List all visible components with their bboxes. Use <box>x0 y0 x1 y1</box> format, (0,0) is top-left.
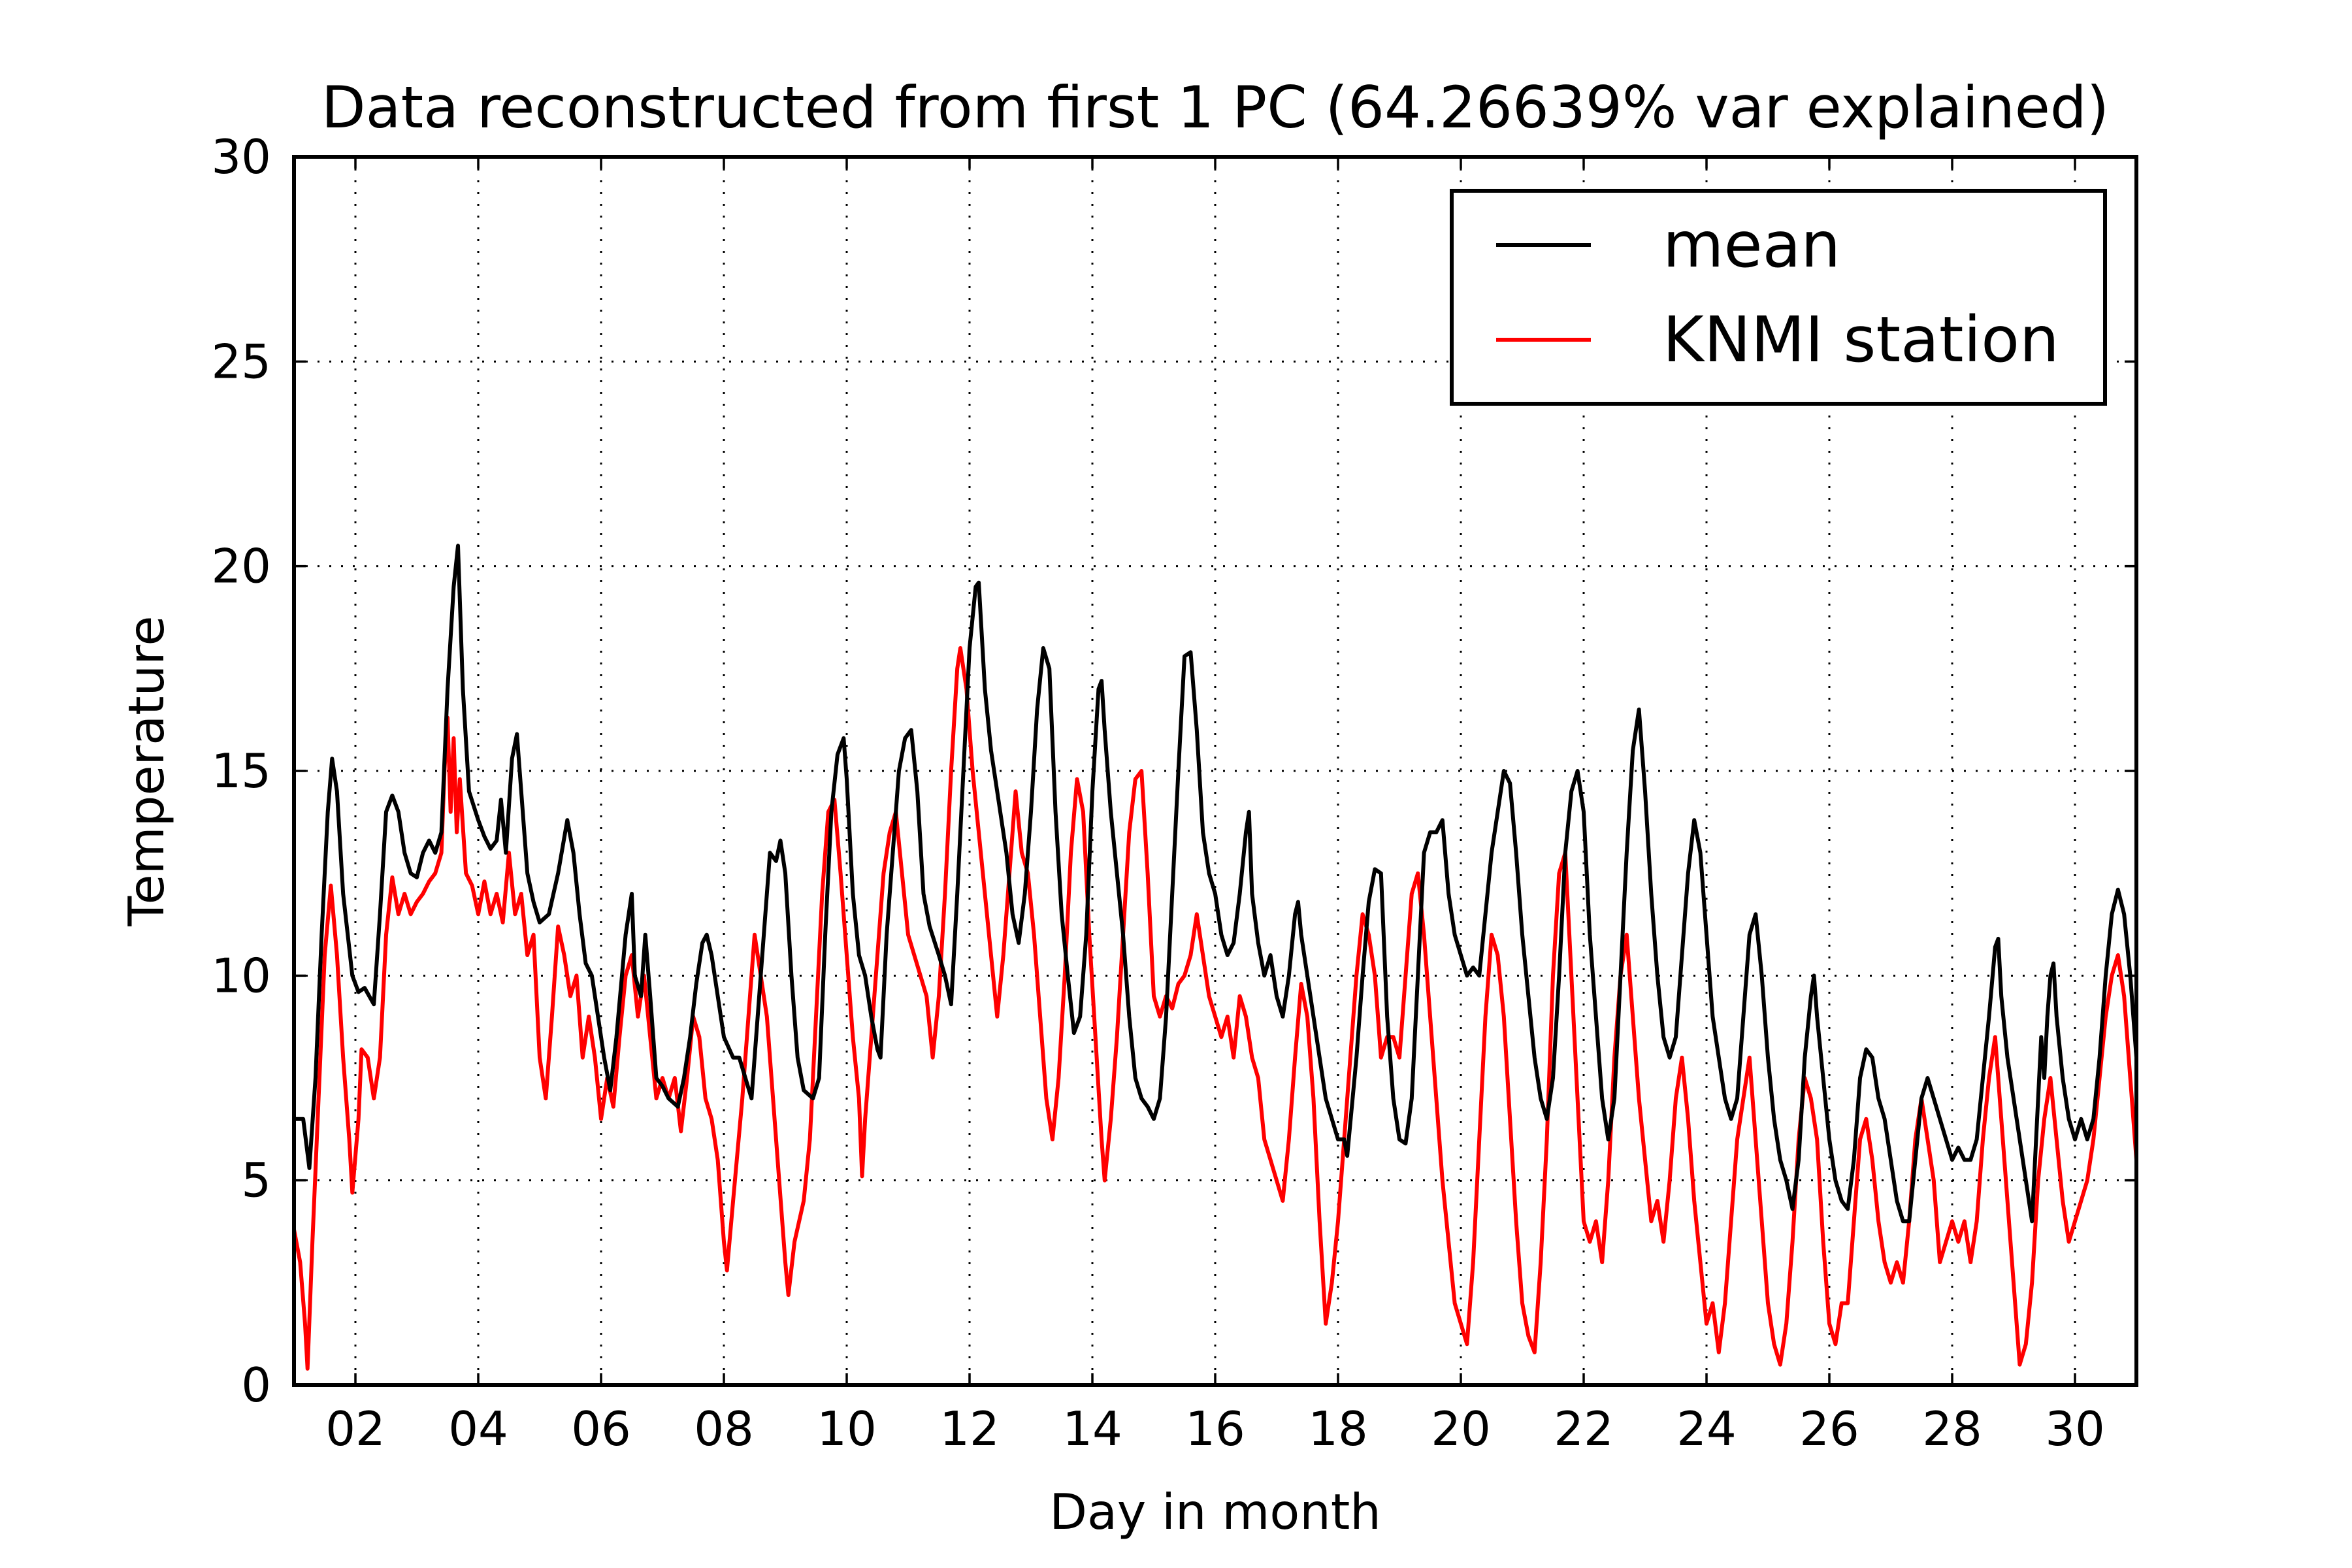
x-tick-label: 20 <box>1431 1401 1491 1456</box>
y-tick-label: 0 <box>241 1358 271 1413</box>
x-tick-label: 18 <box>1308 1401 1368 1456</box>
y-tick-label: 30 <box>211 129 271 184</box>
x-tick-label: 26 <box>1799 1401 1859 1456</box>
x-tick-label: 16 <box>1185 1401 1245 1456</box>
legend-label-knmi-station: KNMI station <box>1663 303 2059 376</box>
chart-title: Data reconstructed from first 1 PC (64.2… <box>321 74 2109 141</box>
series-line-mean <box>294 544 2136 1224</box>
y-axis-label: Temperature <box>118 615 175 926</box>
grid <box>294 157 2136 1385</box>
y-tick-label: 5 <box>241 1153 271 1208</box>
y-tick-label: 20 <box>211 539 271 594</box>
legend-box <box>1450 189 2107 406</box>
y-tick-label: 25 <box>211 334 271 389</box>
x-tick-label: 22 <box>1554 1401 1614 1456</box>
x-tick-label: 04 <box>448 1401 508 1456</box>
ticks: 02 04 06 08 10 12 14 16 18 20 22 24 26 28 30 0 5 10 15 20 25… <box>211 129 2136 1456</box>
x-tick-label: 02 <box>325 1401 385 1456</box>
legend: mean KNMI station <box>1450 189 2107 406</box>
series-line-knmi-station <box>294 646 2136 1371</box>
x-tick-label: 10 <box>817 1401 877 1456</box>
x-tick-label: 28 <box>1922 1401 1982 1456</box>
x-tick-label: 24 <box>1676 1401 1737 1456</box>
y-tick-label: 10 <box>211 948 271 1003</box>
legend-label-mean: mean <box>1663 208 1840 282</box>
x-axis-label: Day in month <box>1049 1483 1381 1541</box>
y-tick-label: 15 <box>211 743 271 798</box>
x-tick-label: 06 <box>571 1401 631 1456</box>
x-tick-label: 08 <box>694 1401 754 1456</box>
x-tick-label: 12 <box>939 1401 1000 1456</box>
x-tick-label: 30 <box>2045 1401 2105 1456</box>
x-tick-label: 14 <box>1062 1401 1122 1456</box>
series-layer <box>294 544 2136 1371</box>
